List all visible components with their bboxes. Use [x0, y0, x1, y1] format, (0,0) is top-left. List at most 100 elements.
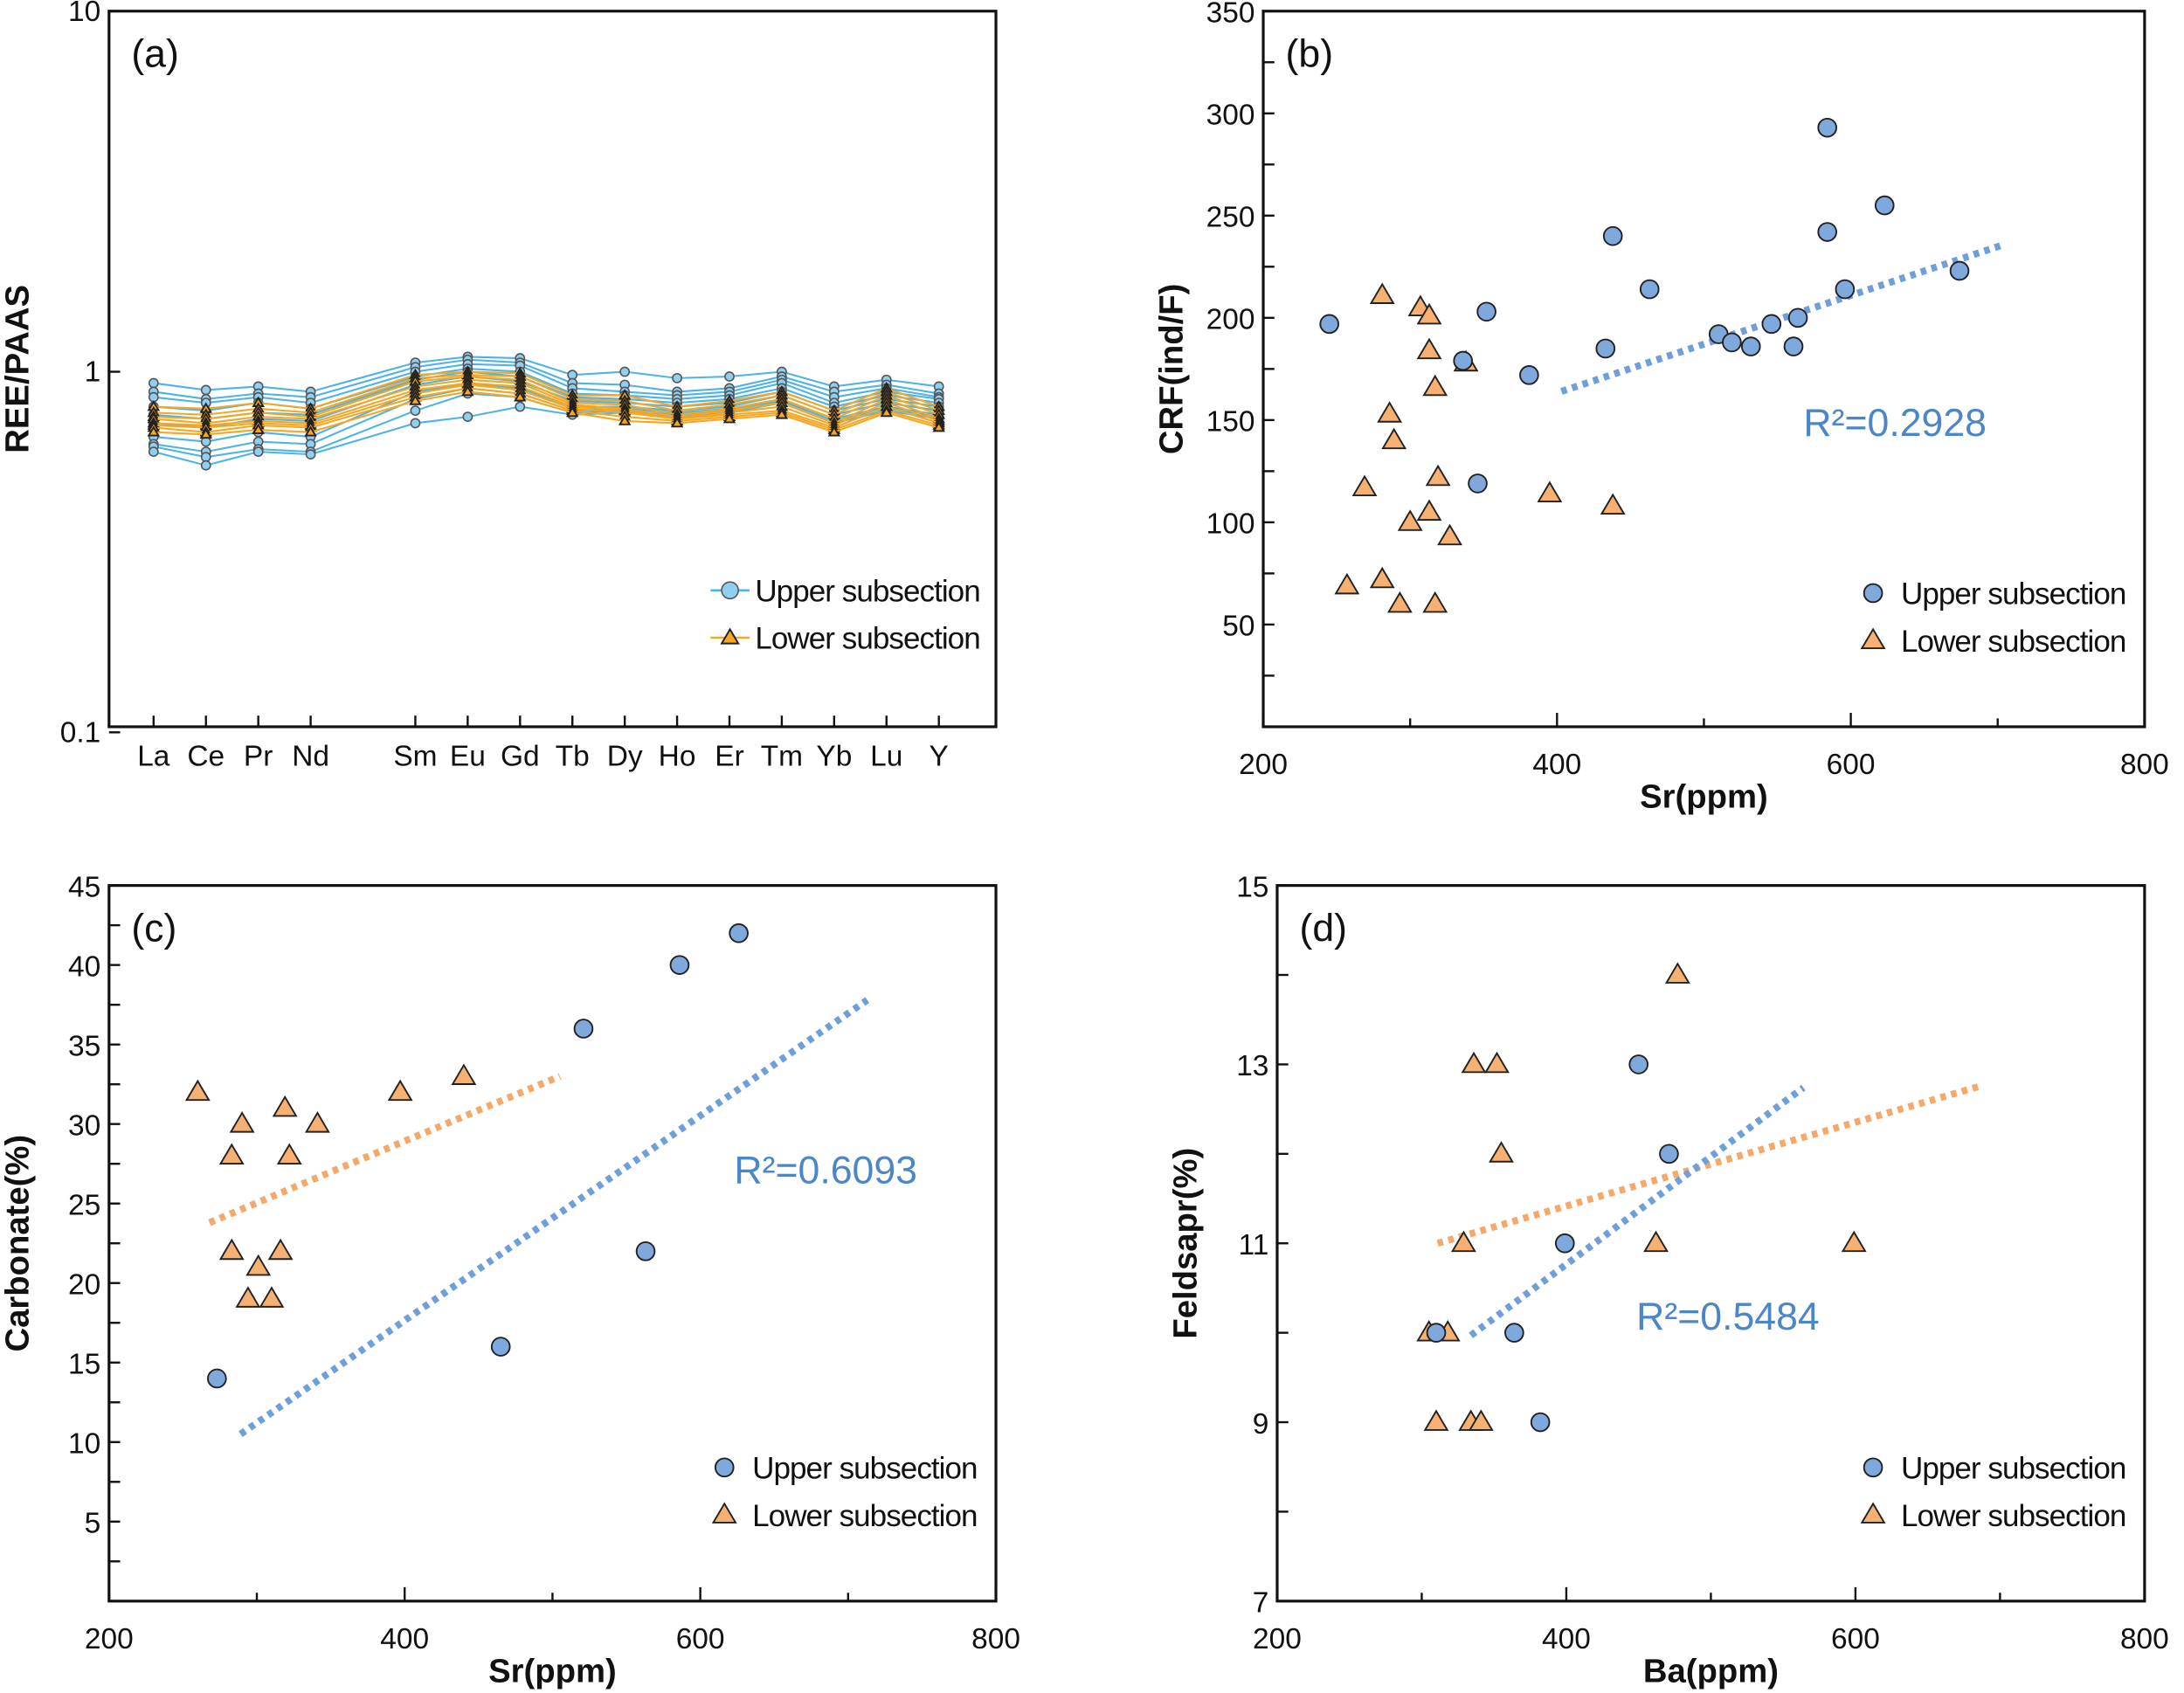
- legend-label: Upper subsection: [1901, 577, 2125, 612]
- data-point-lower: [1537, 480, 1563, 502]
- data-point-lower: [409, 394, 422, 405]
- data-point-lower: [229, 1111, 255, 1133]
- panel-d: (d) Feldsapr(%) Ba(ppm) 200 400 600 800 7 9 11 13 1…: [1167, 871, 2169, 1690]
- data-point-upper: [619, 366, 631, 377]
- legend-label: Lower subsection: [1901, 1499, 2125, 1533]
- data-point-lower: [259, 1286, 285, 1308]
- data-point-lower: [1377, 401, 1403, 423]
- y-tick-label: 200: [1206, 304, 1255, 336]
- plot-frame: [1261, 10, 2146, 729]
- y-tick-label: 25: [68, 1189, 100, 1221]
- data-point-lower: [245, 1254, 272, 1276]
- y-tick-label: 40: [68, 950, 100, 983]
- panel-a: (a) REE/PAAS 0.1 1 10 La Ce Pr Nd Sm Eu Gd Tb Dy Ho Er T…: [0, 0, 998, 773]
- data-point-upper: [1761, 314, 1782, 335]
- data-point-upper: [490, 1337, 511, 1357]
- data-point-lower: [199, 427, 212, 439]
- trend-line-upper: [1469, 1084, 1806, 1338]
- x-tick-label: 800: [971, 1623, 1020, 1655]
- data-point-lower: [218, 1143, 245, 1164]
- x-tick-label: 600: [1827, 749, 1876, 781]
- data-point-lower: [1425, 464, 1451, 487]
- data-point-upper: [1783, 336, 1804, 356]
- data-point-upper: [410, 405, 421, 416]
- data-point-upper: [1817, 117, 1838, 138]
- data-point-lower: [218, 1238, 245, 1261]
- y-tick-label: 10: [68, 0, 100, 28]
- data-point-lower: [1397, 509, 1423, 531]
- legend-label: Lower subsection: [755, 622, 979, 656]
- data-point-upper: [207, 1368, 227, 1389]
- data-point-lower: [565, 405, 579, 418]
- y-tick-label: 250: [1206, 202, 1255, 234]
- data-point-lower: [1461, 1051, 1487, 1074]
- panel-b: (b) CRF(ind/F) Sr(ppm) 200 400 600 800 50 100 150…: [1153, 0, 2169, 815]
- data-point-lower: [1437, 523, 1462, 546]
- data-point-upper: [1628, 1054, 1648, 1075]
- data-point-upper: [410, 418, 421, 429]
- data-point-lower: [1489, 1141, 1514, 1163]
- x-tick-label: 800: [2120, 1623, 2169, 1655]
- legend-label: Upper subsection: [752, 1452, 977, 1486]
- data-point-upper: [200, 384, 211, 396]
- y-axis-label: REE/PAAS: [0, 285, 36, 453]
- y-tick-label: 10: [68, 1428, 100, 1461]
- x-tick-label: Dy: [607, 741, 643, 773]
- data-point-upper: [1722, 332, 1742, 353]
- data-point-lower: [1386, 591, 1413, 613]
- data-point-upper: [305, 449, 316, 460]
- y-tick-label: 35: [68, 1030, 100, 1062]
- y-tick-label: 300: [1206, 100, 1255, 132]
- data-point-upper: [1835, 279, 1856, 300]
- data-point-lower: [252, 423, 265, 434]
- plot-frame: [1275, 884, 2146, 1603]
- data-point-lower: [1423, 1409, 1449, 1431]
- data-point-lower: [1416, 499, 1442, 522]
- data-point-lower: [880, 405, 894, 418]
- legend-marker-upper: [721, 581, 739, 600]
- data-point-upper: [148, 446, 159, 458]
- x-tick-label: 400: [1532, 749, 1581, 781]
- data-point-lower: [1381, 427, 1407, 450]
- r-squared-label: R²=0.5484: [1636, 1296, 1820, 1338]
- data-point-upper: [669, 955, 690, 975]
- data-point-upper: [1504, 1323, 1524, 1343]
- x-tick-label: Tb: [556, 741, 590, 773]
- data-point-upper: [1817, 222, 1838, 242]
- data-point-lower: [184, 1079, 211, 1102]
- legend-label: Lower subsection: [1901, 625, 2125, 659]
- data-point-lower: [1643, 1230, 1669, 1253]
- trend-line-upper: [238, 997, 870, 1437]
- data-point-upper: [1659, 1144, 1679, 1164]
- data-point-lower: [827, 425, 841, 437]
- data-point-upper: [635, 1241, 656, 1261]
- x-tick-label: Tm: [761, 741, 803, 773]
- plot-frame: [107, 10, 998, 729]
- panel-label: (a): [131, 33, 179, 76]
- data-point-upper: [1639, 279, 1660, 300]
- y-tick-label: 0.1: [60, 716, 101, 749]
- x-tick-label: 200: [85, 1623, 134, 1655]
- data-point-lower: [147, 425, 161, 437]
- x-tick-label: 200: [1253, 1623, 1302, 1655]
- r-squared-label: R²=0.6093: [734, 1150, 917, 1192]
- data-point-lower: [1468, 1409, 1494, 1431]
- data-point-lower: [722, 412, 736, 424]
- x-tick-label: Gd: [501, 741, 540, 773]
- data-point-upper: [1519, 365, 1539, 385]
- panel-c: (c) Carbonate(%) Sr(ppm) 200 400 600 800 5 10 15 2…: [0, 871, 1020, 1690]
- x-axis-label: Sr(ppm): [488, 1652, 617, 1690]
- panel-label: (d): [1299, 907, 1347, 950]
- x-tick-label: Ho: [659, 741, 696, 773]
- legend-marker-upper: [1863, 583, 1883, 604]
- data-point-upper: [1595, 338, 1616, 359]
- data-point-upper: [1554, 1233, 1575, 1254]
- data-point-upper: [1453, 350, 1474, 371]
- y-tick-label: 100: [1206, 508, 1255, 541]
- data-point-lower: [1484, 1051, 1510, 1074]
- data-point-lower: [1841, 1230, 1867, 1253]
- data-point-upper: [200, 460, 211, 471]
- legend-label: Upper subsection: [755, 575, 979, 609]
- x-tick-label: Sm: [393, 741, 437, 773]
